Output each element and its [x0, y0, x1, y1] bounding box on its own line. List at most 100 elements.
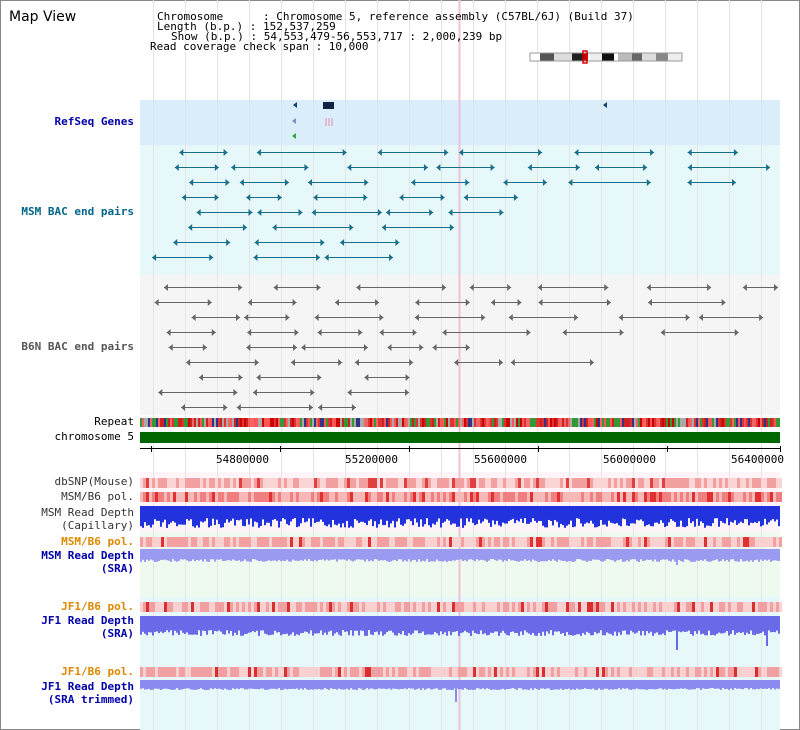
heat-cell [638, 478, 641, 488]
heat-cell [578, 492, 581, 502]
read-depth-bar [288, 680, 290, 689]
heat-cell [419, 537, 422, 547]
read-depth-bar [778, 506, 780, 527]
read-depth-bar [494, 506, 496, 525]
read-depth-bar [652, 506, 654, 527]
heat-cell [434, 602, 437, 612]
read-depth-bar [672, 680, 674, 690]
repeat-segment [370, 418, 372, 427]
heat-cell [647, 667, 650, 677]
bac-end-marker [685, 314, 690, 321]
heat-cell [749, 602, 752, 612]
repeat-segment [216, 418, 218, 427]
heat-cell [632, 602, 635, 612]
read-depth-bar [500, 506, 502, 527]
read-depth-bar [756, 506, 758, 524]
heat-cell [653, 478, 656, 488]
repeat-segment [696, 418, 698, 427]
heat-cell [656, 537, 659, 547]
repeat-segment [642, 418, 644, 427]
read-depth-bar [376, 549, 378, 560]
info-show-range: Show (b.p.) : 54,553,479-56,553,717 : 2,… [171, 30, 503, 43]
read-depth-bar [494, 616, 496, 632]
read-depth-bar [150, 506, 152, 528]
heat-cell [146, 478, 149, 488]
heat-cell [560, 667, 563, 677]
repeat-segment [432, 418, 434, 427]
repeat-segment [532, 418, 534, 427]
read-depth-bar [224, 616, 226, 635]
repeat-segment [212, 418, 214, 427]
track-label-msm-bac-end-pairs[interactable]: MSM BAC end pairs [21, 205, 134, 218]
read-depth-bar [220, 616, 222, 632]
read-depth-bar [524, 680, 526, 690]
bac-end-marker [542, 179, 547, 186]
read-depth-bar [592, 680, 594, 689]
heat-cell [422, 667, 425, 677]
read-depth-bar [286, 506, 288, 525]
repeat-segment [258, 418, 260, 427]
bac-end-marker [526, 329, 531, 336]
read-depth-bar [248, 680, 250, 689]
read-depth-bar [338, 680, 340, 689]
read-depth-bar [548, 616, 550, 634]
heat-cell [269, 478, 272, 488]
heat-cell [605, 602, 608, 612]
repeat-segment [410, 418, 412, 427]
read-depth-bar [202, 680, 204, 690]
heat-cell [302, 537, 305, 547]
heat-cell [575, 478, 578, 488]
read-depth-bar [220, 549, 222, 560]
read-depth-bar [778, 549, 780, 561]
read-depth-bar [388, 616, 390, 631]
heat-cell [305, 492, 308, 502]
read-depth-bar [520, 549, 522, 561]
repeat-segment [724, 418, 726, 427]
read-depth-bar [738, 616, 740, 633]
read-depth-bar [284, 616, 286, 635]
read-depth-bar [282, 506, 284, 519]
repeat-segment [146, 418, 148, 427]
read-depth-bar [690, 506, 692, 524]
heat-cell [275, 602, 278, 612]
read-depth-bar [328, 506, 330, 525]
read-depth-bar [620, 506, 622, 527]
read-depth-bar [268, 506, 270, 523]
repeat-segment [542, 418, 544, 427]
heat-cell [224, 537, 227, 547]
heat-cell [467, 667, 470, 677]
read-depth-bar [300, 680, 302, 689]
read-depth-bar [732, 616, 734, 631]
bac-end-marker [604, 284, 609, 291]
heat-cell [755, 667, 758, 677]
heat-cell [656, 492, 659, 502]
heat-cell [539, 478, 542, 488]
read-depth-bar [500, 616, 502, 633]
read-depth-bar [374, 549, 376, 560]
track-label-b6n-bac-end-pairs[interactable]: B6N BAC end pairs [21, 340, 134, 353]
track-label-refseq-genes[interactable]: RefSeq Genes [54, 115, 134, 128]
heat-cell [329, 478, 332, 488]
repeat-segment [512, 418, 514, 427]
heat-cell [317, 602, 320, 612]
heat-cell [728, 478, 731, 488]
read-depth-bar [322, 506, 324, 522]
read-depth-bar [526, 616, 528, 633]
heat-cell [464, 602, 467, 612]
heat-cell [449, 478, 452, 488]
read-depth-bar [424, 616, 426, 635]
heat-cell [257, 537, 260, 547]
read-depth-bar [768, 549, 770, 560]
bac-end-marker [465, 344, 470, 351]
heat-cell [716, 478, 719, 488]
heat-cell [350, 537, 353, 547]
heat-cell [512, 667, 515, 677]
read-depth-bar [362, 680, 364, 690]
heat-cell [326, 667, 329, 677]
repeat-segment [168, 418, 170, 427]
repeat-segment [252, 418, 254, 427]
repeat-segment [250, 418, 252, 427]
heat-cell [236, 602, 239, 612]
repeat-segment [762, 418, 764, 427]
